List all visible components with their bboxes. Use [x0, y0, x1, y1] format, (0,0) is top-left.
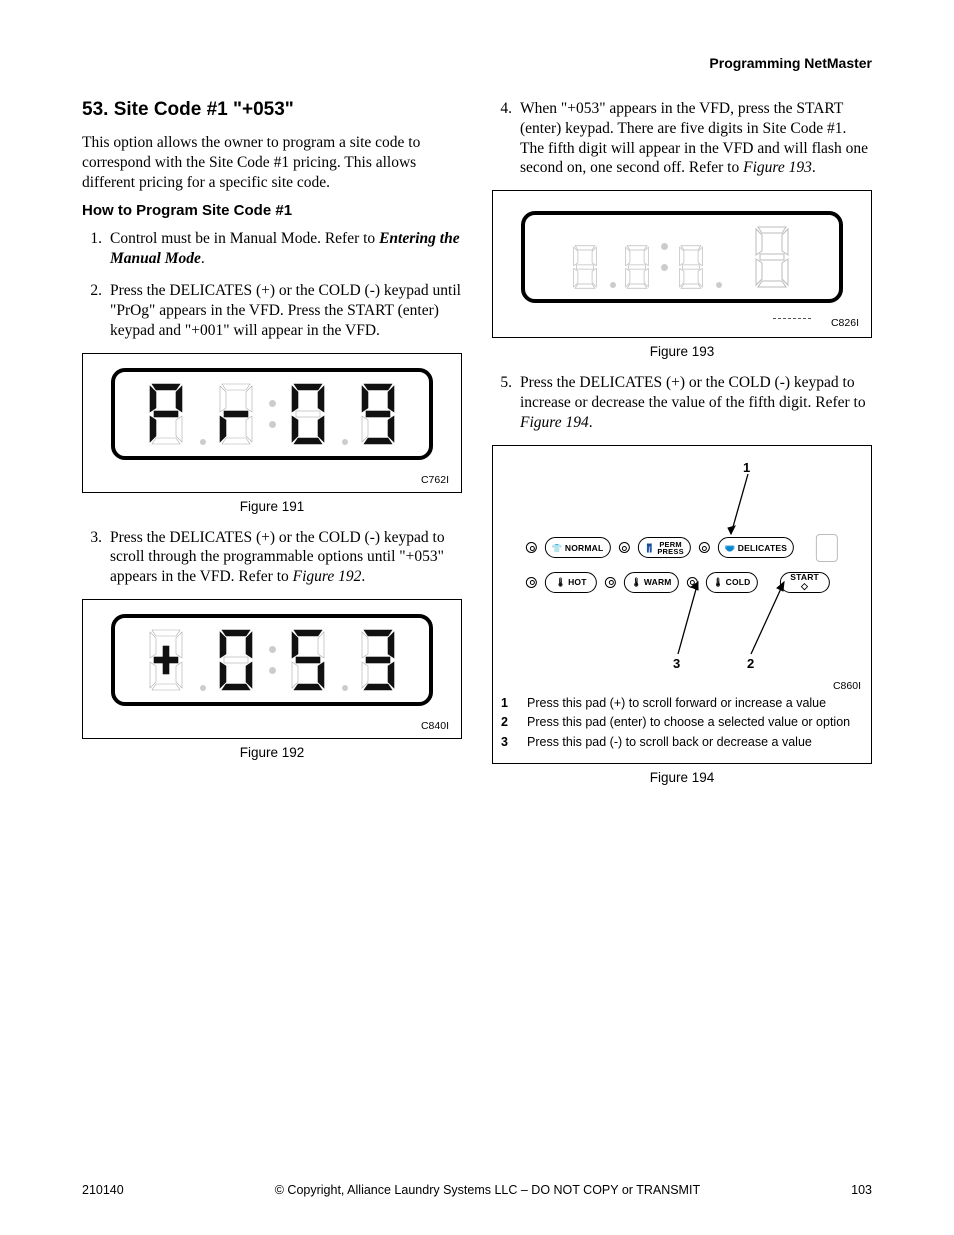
led-icon [526, 577, 537, 588]
digit-0 [212, 625, 260, 695]
left-column: 53. Site Code #1 "+053" This option allo… [82, 99, 462, 799]
legend-row-2: 2Press this pad (enter) to choose a sele… [501, 715, 863, 731]
figure-193-caption: Figure 193 [492, 344, 872, 359]
digit-g [354, 379, 402, 449]
led-icon [699, 542, 710, 553]
digit-O [284, 379, 332, 449]
figure-191-caption: Figure 191 [82, 499, 462, 514]
keypad-diagram: 1 2 3 👕NORMAL 👖PER [501, 454, 863, 684]
perm-press-button[interactable]: 👖PERMPRESS [637, 537, 690, 558]
steps-list-right-2: 5. Press the DELICATES (+) or the COLD (… [492, 373, 872, 432]
digit-r [212, 379, 260, 449]
digit-5 [284, 625, 332, 695]
cold-button[interactable]: 🌡COLD [706, 572, 758, 593]
figure-191: C762I [82, 353, 462, 493]
lingerie-icon: 🩲 [725, 543, 735, 553]
steps-list-left-2: 3. Press the DELICATES (+) or the COLD (… [82, 528, 462, 587]
led-icon [526, 542, 537, 553]
intro-paragraph: This option allows the owner to program … [82, 133, 462, 192]
thermo-hot-icon: 🌡 [555, 577, 565, 587]
pants-icon: 👖 [644, 543, 654, 553]
dash-indicator [773, 318, 811, 319]
step-5: 5. Press the DELICATES (+) or the COLD (… [492, 373, 872, 432]
footer-mid: © Copyright, Alliance Laundry Systems LL… [124, 1183, 851, 1197]
led-icon [687, 577, 698, 588]
start-button[interactable]: START◇ [780, 572, 830, 593]
thermo-warm-icon: 🌡 [631, 577, 641, 587]
led-icon [618, 542, 629, 553]
figure-194: 1 2 3 👕NORMAL 👖PER [492, 445, 872, 764]
steps-list-left: 1. Control must be in Manual Mode. Refer… [82, 229, 462, 340]
step-1: 1. Control must be in Manual Mode. Refer… [82, 229, 462, 269]
led-icon [605, 577, 616, 588]
figure-192: C840I [82, 599, 462, 739]
lcd-display-prog [111, 368, 433, 460]
lcd-display-053 [111, 614, 433, 706]
right-column: 4. When "+053" appears in the VFD, press… [492, 99, 872, 799]
legend: 1Press this pad (+) to scroll forward or… [501, 696, 863, 751]
header-section: Programming NetMaster [82, 55, 872, 71]
figure-code: C840I [93, 720, 451, 732]
ghost-digit-1 [568, 242, 602, 292]
shirt-icon: 👕 [552, 543, 562, 553]
thermo-cold-icon: 🌡 [713, 577, 723, 587]
hot-button[interactable]: 🌡HOT [545, 572, 597, 593]
warm-button[interactable]: 🌡WARM [624, 572, 679, 593]
section-title: 53. Site Code #1 "+053" [82, 99, 462, 121]
subheading: How to Program Site Code #1 [82, 202, 462, 219]
steps-list-right: 4. When "+053" appears in the VFD, press… [492, 99, 872, 178]
figure-194-caption: Figure 194 [492, 770, 872, 785]
active-digit [748, 220, 796, 294]
keypad-row-top: 👕NORMAL 👖PERMPRESS 🩲DELICATES [526, 534, 838, 562]
delicates-button[interactable]: 🩲DELICATES [718, 537, 794, 558]
step-3: 3. Press the DELICATES (+) or the COLD (… [82, 528, 462, 587]
figure-code: C762I [93, 474, 451, 486]
footer: 210140 © Copyright, Alliance Laundry Sys… [82, 1183, 872, 1197]
keypad-row-bottom: 🌡HOT 🌡WARM 🌡COLD START◇ [526, 572, 830, 593]
figure-192-caption: Figure 192 [82, 745, 462, 760]
display-box [816, 534, 838, 562]
step-2: 2. Press the DELICATES (+) or the COLD (… [82, 281, 462, 340]
footer-left: 210140 [82, 1183, 124, 1197]
normal-button[interactable]: 👕NORMAL [545, 537, 611, 558]
diamond-icon: ◇ [801, 582, 808, 590]
ghost-digit-3 [674, 242, 708, 292]
ghost-digit-2 [620, 242, 654, 292]
digit-plus [142, 625, 190, 695]
figure-193: C826I [492, 190, 872, 338]
lcd-display-fifth-digit [521, 211, 843, 303]
legend-row-1: 1Press this pad (+) to scroll forward or… [501, 696, 863, 712]
digit-3 [354, 625, 402, 695]
step-4: 4. When "+053" appears in the VFD, press… [492, 99, 872, 178]
footer-right: 103 [851, 1183, 872, 1197]
legend-row-3: 3Press this pad (-) to scroll back or de… [501, 735, 863, 751]
digit-P [142, 379, 190, 449]
two-column-layout: 53. Site Code #1 "+053" This option allo… [82, 99, 872, 799]
